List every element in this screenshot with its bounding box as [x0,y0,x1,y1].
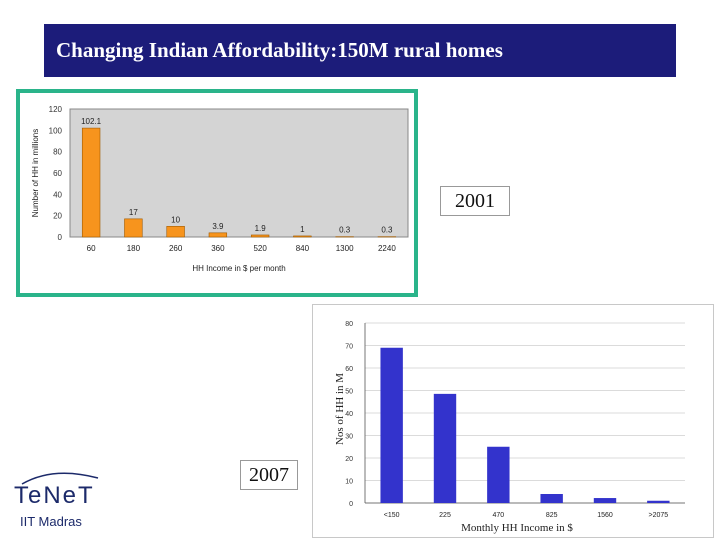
x-tick-label: 260 [169,244,183,253]
x-tick-label: 825 [546,512,558,519]
y-axis-title: Nos of HH in M [334,373,346,445]
x-tick-label: 840 [296,244,310,253]
bar [293,235,312,238]
bar [166,226,185,238]
x-tick-label: 1560 [597,512,613,519]
chart-2001-frame: 0 20 40 60 80 100 120 102.1 60 17 180 10 260 3.9 360 1.… [16,89,418,297]
data-label: 1 [300,225,305,234]
title-bar: Changing Indian Affordability:150M rural… [44,24,676,77]
x-axis-title: Monthly HH Income in $ [461,522,573,534]
plot-area [69,108,409,238]
x-tick-label: 520 [253,244,267,253]
logo-institution: IIT Madras [20,514,82,529]
year-label-2001: 2001 [440,186,510,216]
y-tick-label: 40 [345,411,353,418]
y-tick-label: 20 [345,456,353,463]
data-label: 0.3 [339,226,351,235]
y-tick-label: 0 [349,501,353,508]
bar [487,446,510,503]
bar [593,498,617,503]
bar [647,500,670,503]
y-tick-label: 100 [49,126,63,135]
bar [250,234,270,238]
logo-arc-icon [21,472,99,485]
chart-2007-frame: 0 10 20 30 40 50 60 70 80 <150 225 470 825 1560 >2075 M… [312,304,714,538]
y-tick-label: 50 [345,389,353,396]
y-tick-label: 80 [53,148,62,157]
bar [540,494,563,503]
data-label: 17 [129,208,138,217]
x-tick-label: 2240 [378,244,396,253]
data-label: 3.9 [212,222,224,231]
x-tick-label: 1300 [336,244,354,253]
bar [124,218,143,238]
y-tick-label: 60 [53,169,62,178]
y-tick-label: 80 [345,321,353,328]
tenet-logo: TeNeT IIT Madras [8,470,108,532]
y-tick-label: 60 [345,366,353,373]
bar [81,127,101,238]
y-axis-title: Number of HH in millions [31,129,40,217]
logo-wordmark: TeNeT [14,482,95,509]
x-tick-label: 360 [211,244,225,253]
x-axis-title: HH Income in $ per month [192,264,285,273]
chart-2001: 0 20 40 60 80 100 120 102.1 60 17 180 10 260 3.9 360 1.… [31,105,409,273]
y-tick-label: 10 [345,479,353,486]
y-tick-label: 0 [58,233,63,242]
data-label: 10 [171,215,180,224]
y-tick-label: 70 [345,344,353,351]
y-tick-label: 30 [345,434,353,441]
y-tick-label: 20 [53,212,62,221]
x-tick-label: 60 [87,244,96,253]
x-tick-label: 225 [439,512,451,519]
chart-2007: 0 10 20 30 40 50 60 70 80 <150 225 470 825 1560 >2075 M… [334,321,685,534]
data-label: 1.9 [255,224,267,233]
x-tick-label: <150 [384,512,400,519]
x-tick-label: 180 [127,244,141,253]
x-tick-label: 470 [492,512,504,519]
data-label: 102.1 [81,117,102,126]
bar [380,347,403,503]
year-label-2007: 2007 [240,460,298,490]
x-tick-label: >2075 [648,512,668,519]
data-label: 0.3 [381,226,393,235]
bar [433,393,457,503]
y-tick-label: 120 [49,105,63,114]
bar [208,232,228,238]
slide-title: Changing Indian Affordability:150M rural… [56,38,503,62]
y-tick-label: 40 [53,190,62,199]
